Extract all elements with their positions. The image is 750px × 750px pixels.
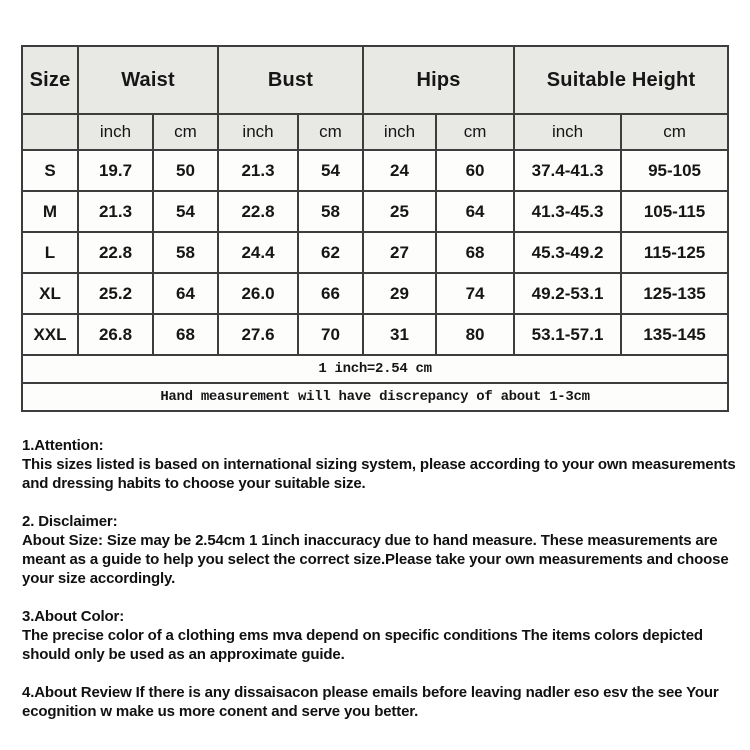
size-chart-container: Size Waist Bust Hips Suitable Height inc… bbox=[20, 45, 730, 412]
note-about-color-body: The precise color of a clothing ems mva … bbox=[22, 627, 703, 663]
value-cell: 49.2-53.1 bbox=[513, 272, 623, 315]
value-cell: 29 bbox=[362, 272, 438, 315]
unit-header-height-cm: cm bbox=[620, 113, 730, 151]
note-disclaimer: 2. Disclaimer: About Size: Size may be 2… bbox=[22, 512, 736, 588]
size-cell: S bbox=[21, 149, 79, 192]
table-unit-row: inch cm inch cm inch cm inch cm bbox=[21, 113, 730, 151]
note-disclaimer-body: About Size: Size may be 2.54cm 1 1inch i… bbox=[22, 532, 729, 587]
value-cell: 58 bbox=[297, 190, 365, 233]
col-header-hips: Hips bbox=[362, 45, 516, 115]
value-cell: 37.4-41.3 bbox=[513, 149, 623, 192]
note-about-review-body: 4.About Review If there is any dissaisac… bbox=[22, 684, 719, 720]
unit-header-height-inch: inch bbox=[513, 113, 623, 151]
unit-header-hips-inch: inch bbox=[362, 113, 438, 151]
value-cell: 64 bbox=[151, 272, 220, 315]
note-about-color-heading: 3.About Color: bbox=[22, 608, 125, 625]
value-cell: 26.8 bbox=[77, 313, 154, 356]
value-cell: 21.3 bbox=[77, 190, 154, 233]
value-cell: 68 bbox=[435, 231, 516, 274]
note-attention: 1.Attention: This sizes listed is based … bbox=[22, 436, 736, 493]
col-header-size: Size bbox=[21, 45, 79, 115]
size-cell: L bbox=[21, 231, 79, 274]
unit-header-waist-inch: inch bbox=[77, 113, 154, 151]
table-footnote-conversion-row: 1 inch=2.54 cm bbox=[20, 354, 730, 384]
unit-header-hips-cm: cm bbox=[435, 113, 516, 151]
table-row-s: S 19.7 50 21.3 54 24 60 37.4-41.3 95-105 bbox=[21, 149, 730, 192]
table-row-l: L 22.8 58 24.4 62 27 68 45.3-49.2 115-12… bbox=[21, 231, 730, 274]
col-header-suitable-height: Suitable Height bbox=[513, 45, 730, 115]
value-cell: 54 bbox=[297, 149, 365, 192]
note-about-review: 4.About Review If there is any dissaisac… bbox=[22, 683, 736, 721]
value-cell: 95-105 bbox=[620, 149, 730, 192]
value-cell: 60 bbox=[435, 149, 516, 192]
value-cell: 70 bbox=[297, 313, 365, 356]
value-cell: 125-135 bbox=[620, 272, 730, 315]
value-cell: 58 bbox=[151, 231, 220, 274]
value-cell: 22.8 bbox=[217, 190, 300, 233]
value-cell: 64 bbox=[435, 190, 516, 233]
unit-header-bust-cm: cm bbox=[297, 113, 365, 151]
unit-header-bust-inch: inch bbox=[217, 113, 300, 151]
value-cell: 22.8 bbox=[77, 231, 154, 274]
table-header-row: Size Waist Bust Hips Suitable Height bbox=[21, 45, 730, 115]
value-cell: 66 bbox=[297, 272, 365, 315]
col-header-waist: Waist bbox=[76, 45, 220, 115]
table-row-m: M 21.3 54 22.8 58 25 64 41.3-45.3 105-11… bbox=[21, 190, 730, 233]
size-cell: M bbox=[21, 190, 79, 233]
value-cell: 25.2 bbox=[77, 272, 154, 315]
table-footnote-discrepancy-row: Hand measurement will have discrepancy o… bbox=[20, 382, 730, 412]
value-cell: 53.1-57.1 bbox=[513, 313, 623, 356]
value-cell: 74 bbox=[435, 272, 516, 315]
value-cell: 80 bbox=[435, 313, 516, 356]
unit-header-empty bbox=[21, 113, 79, 151]
value-cell: 19.7 bbox=[77, 149, 154, 192]
unit-header-waist-cm: cm bbox=[151, 113, 220, 151]
value-cell: 50 bbox=[151, 149, 220, 192]
value-cell: 115-125 bbox=[620, 231, 730, 274]
col-header-bust: Bust bbox=[217, 45, 365, 115]
note-attention-body: This sizes listed is based on internatio… bbox=[22, 456, 736, 492]
size-cell: XL bbox=[21, 272, 79, 315]
value-cell: 135-145 bbox=[620, 313, 730, 356]
value-cell: 31 bbox=[362, 313, 438, 356]
footnote-discrepancy: Hand measurement will have discrepancy o… bbox=[20, 382, 730, 412]
size-chart-table: Size Waist Bust Hips Suitable Height inc… bbox=[20, 45, 730, 412]
note-about-color: 3.About Color: The precise color of a cl… bbox=[22, 607, 736, 664]
size-cell: XXL bbox=[21, 313, 79, 356]
value-cell: 62 bbox=[297, 231, 365, 274]
value-cell: 21.3 bbox=[217, 149, 300, 192]
value-cell: 54 bbox=[151, 190, 220, 233]
value-cell: 105-115 bbox=[620, 190, 730, 233]
value-cell: 25 bbox=[362, 190, 438, 233]
value-cell: 41.3-45.3 bbox=[513, 190, 623, 233]
value-cell: 24.4 bbox=[217, 231, 300, 274]
notes-section: 1.Attention: This sizes listed is based … bbox=[22, 436, 736, 740]
value-cell: 26.0 bbox=[217, 272, 300, 315]
table-row-xxl: XXL 26.8 68 27.6 70 31 80 53.1-57.1 135-… bbox=[21, 313, 730, 356]
note-disclaimer-heading: 2. Disclaimer: bbox=[22, 513, 118, 530]
table-row-xl: XL 25.2 64 26.0 66 29 74 49.2-53.1 125-1… bbox=[21, 272, 730, 315]
value-cell: 45.3-49.2 bbox=[513, 231, 623, 274]
value-cell: 27 bbox=[362, 231, 438, 274]
value-cell: 68 bbox=[151, 313, 220, 356]
value-cell: 24 bbox=[362, 149, 438, 192]
value-cell: 27.6 bbox=[217, 313, 300, 356]
footnote-conversion: 1 inch=2.54 cm bbox=[20, 354, 730, 384]
note-attention-heading: 1.Attention: bbox=[22, 437, 104, 454]
